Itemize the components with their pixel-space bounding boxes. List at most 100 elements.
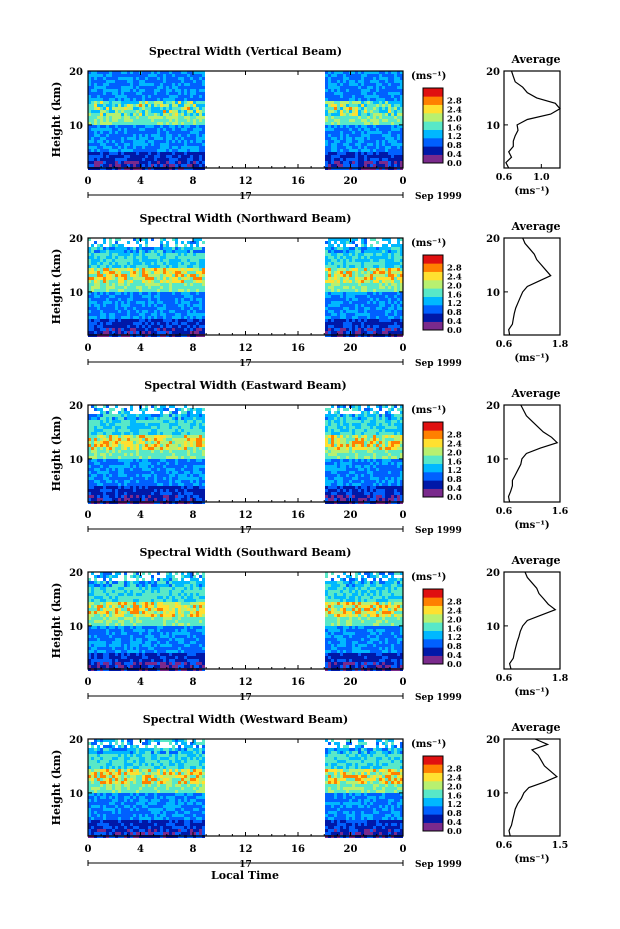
- heatmap-cell: [394, 137, 397, 140]
- heatmap-cell: [178, 301, 181, 304]
- heatmap-cell: [382, 268, 385, 271]
- heatmap-cell: [106, 456, 109, 459]
- heatmap-cell: [172, 80, 175, 83]
- heatmap-cell: [109, 438, 112, 441]
- heatmap-cell: [142, 423, 145, 426]
- heatmap-cell: [121, 155, 124, 158]
- heatmap-cell: [160, 143, 163, 146]
- heatmap-cell: [109, 477, 112, 480]
- heatmap-cell: [199, 158, 202, 161]
- heatmap-cell: [145, 155, 148, 158]
- heatmap-cell: [193, 301, 196, 304]
- heatmap-cell: [367, 128, 370, 131]
- heatmap-cell: [127, 116, 130, 119]
- heatmap-cell: [148, 161, 151, 164]
- heatmap-cell: [166, 313, 169, 316]
- heatmap-cell: [136, 438, 139, 441]
- heatmap-cell: [352, 77, 355, 80]
- heatmap-cell: [379, 152, 382, 155]
- heatmap-cell: [169, 322, 172, 325]
- heatmap-cell: [184, 280, 187, 283]
- heatmap-cell: [106, 438, 109, 441]
- heatmap-cell: [112, 414, 115, 417]
- heatmap-cell: [349, 319, 352, 322]
- heatmap-cell: [394, 89, 397, 92]
- heatmap-cell: [367, 155, 370, 158]
- heatmap-cell: [133, 289, 136, 292]
- heatmap-cell: [367, 98, 370, 101]
- heatmap-cell: [145, 429, 148, 432]
- heatmap-cell: [118, 498, 121, 501]
- heatmap-cell: [160, 286, 163, 289]
- heatmap-cell: [349, 265, 352, 268]
- heatmap-cell: [106, 80, 109, 83]
- heatmap-cell: [91, 325, 94, 328]
- heatmap-cell: [379, 164, 382, 167]
- heatmap-cell: [331, 301, 334, 304]
- heatmap-cell: [343, 158, 346, 161]
- heatmap-cell: [367, 265, 370, 268]
- heatmap-cell: [106, 319, 109, 322]
- heatmap-cell: [91, 310, 94, 313]
- heatmap-cell: [91, 86, 94, 89]
- heatmap-cell: [106, 468, 109, 471]
- heatmap-cell: [115, 465, 118, 468]
- heatmap-cell: [139, 268, 142, 271]
- heatmap-cell: [358, 259, 361, 262]
- heatmap-cell: [190, 268, 193, 271]
- heatmap-cell: [370, 116, 373, 119]
- heatmap-cell: [328, 259, 331, 262]
- heatmap-cell: [94, 134, 97, 137]
- heatmap-cell: [328, 113, 331, 116]
- heatmap-cell: [121, 101, 124, 104]
- heatmap-cell: [106, 74, 109, 77]
- heatmap-cell: [142, 268, 145, 271]
- heatmap-cell: [121, 456, 124, 459]
- heatmap-cell: [130, 265, 133, 268]
- heatmap-cell: [202, 289, 205, 292]
- heatmap-cell: [127, 89, 130, 92]
- heatmap-cell: [142, 298, 145, 301]
- heatmap-cell: [385, 107, 388, 110]
- heatmap-cell: [355, 161, 358, 164]
- heatmap-cell: [142, 441, 145, 444]
- heatmap-cell: [103, 143, 106, 146]
- heatmap-cell: [106, 465, 109, 468]
- heatmap-cell: [379, 274, 382, 277]
- heatmap-cell: [103, 280, 106, 283]
- heatmap-cell: [148, 158, 151, 161]
- heatmap-cell: [136, 328, 139, 331]
- heatmap-cell: [145, 92, 148, 95]
- heatmap-cell: [379, 89, 382, 92]
- heatmap-cell: [160, 77, 163, 80]
- heatmap-cell: [115, 319, 118, 322]
- heatmap-cell: [109, 286, 112, 289]
- heatmap-cell: [328, 298, 331, 301]
- heatmap-cell: [172, 331, 175, 334]
- heatmap-cell: [175, 131, 178, 134]
- heatmap-cell: [187, 322, 190, 325]
- heatmap-cell: [151, 143, 154, 146]
- heatmap-cell: [118, 110, 121, 113]
- heatmap-cell: [397, 319, 400, 322]
- heatmap-cell: [145, 447, 148, 450]
- heatmap-cell: [148, 113, 151, 116]
- heatmap-cell: [166, 110, 169, 113]
- heatmap-cell: [187, 304, 190, 307]
- heatmap-cell: [157, 80, 160, 83]
- heatmap-cell: [352, 92, 355, 95]
- heatmap-cell: [193, 262, 196, 265]
- heatmap-cell: [340, 256, 343, 259]
- heatmap-cell: [136, 116, 139, 119]
- heatmap-cell: [145, 444, 148, 447]
- heatmap-cell: [100, 408, 103, 411]
- heatmap-cell: [187, 310, 190, 313]
- heatmap-cell: [163, 128, 166, 131]
- heatmap-cell: [100, 256, 103, 259]
- heatmap-cell: [118, 489, 121, 492]
- heatmap-cell: [346, 328, 349, 331]
- heatmap-cell: [328, 310, 331, 313]
- heatmap-cell: [181, 247, 184, 250]
- heatmap-cell: [364, 86, 367, 89]
- heatmap-cell: [106, 110, 109, 113]
